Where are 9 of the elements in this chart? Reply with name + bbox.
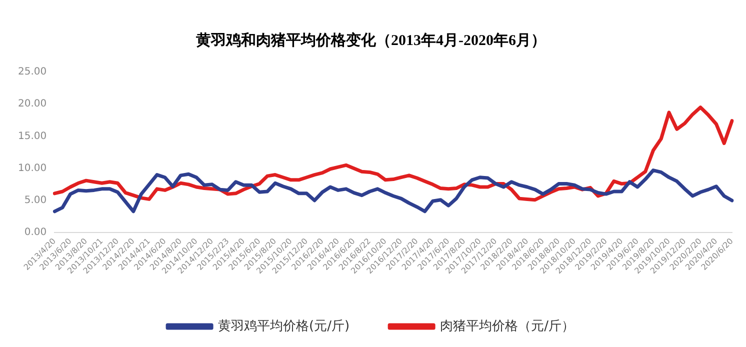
y-tick-label: 10.00 <box>18 162 47 174</box>
legend-label: 肉猪平均价格（元/斤） <box>440 318 574 334</box>
y-tick-label: 5.00 <box>24 195 47 206</box>
y-tick-label: 25.00 <box>18 66 47 78</box>
legend-label: 黄羽鸡平均价格(元/斤) <box>218 318 350 334</box>
y-tick-label: 20.00 <box>18 98 47 110</box>
y-tick-label: 15.00 <box>18 130 47 142</box>
chart-title: 黄羽鸡和肉猪平均价格变化（2013年4月-2020年6月） <box>195 30 546 49</box>
y-tick-label: 0.00 <box>24 227 47 238</box>
